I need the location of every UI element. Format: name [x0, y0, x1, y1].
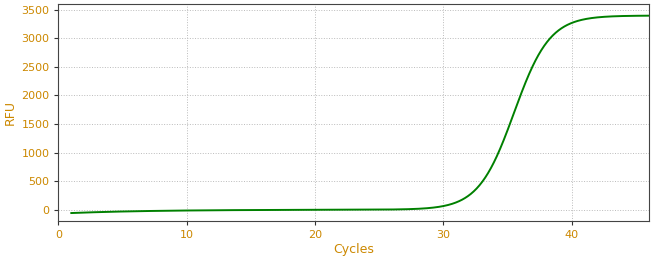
Y-axis label: RFU: RFU [4, 100, 17, 125]
X-axis label: Cycles: Cycles [333, 243, 374, 256]
